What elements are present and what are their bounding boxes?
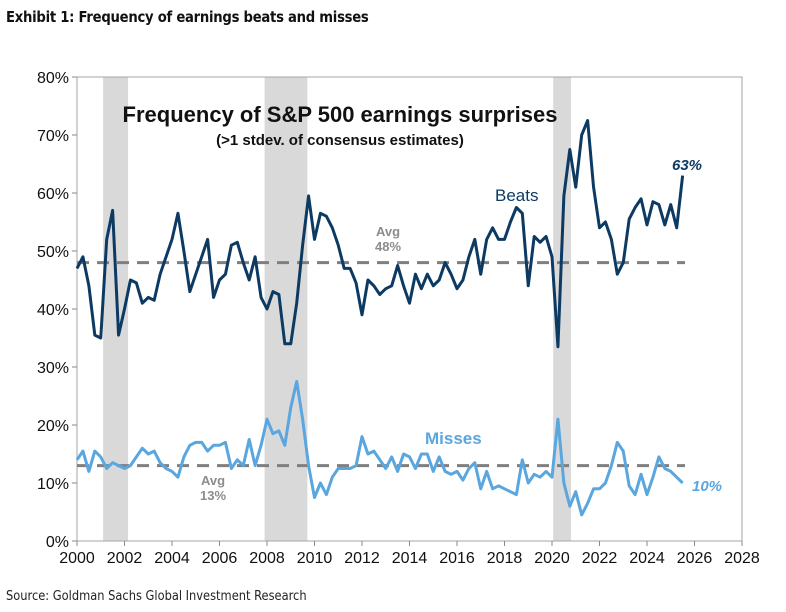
end-label-misses: 10% [692, 478, 722, 495]
x-tick-label: 2026 [677, 550, 713, 567]
x-tick-label: 2004 [154, 550, 190, 567]
y-tick-label: 40% [37, 302, 69, 319]
y-tick-label: 60% [37, 186, 69, 203]
x-tick-label: 2012 [344, 550, 380, 567]
y-tick-label: 10% [37, 476, 69, 493]
x-tick-label: 2002 [107, 550, 143, 567]
x-tick-label: 2010 [297, 550, 333, 567]
x-tick-label: 2014 [392, 550, 428, 567]
avg-label-misses: Avg [201, 473, 225, 488]
x-tick-label: 2018 [487, 550, 523, 567]
avg-value-misses: 13% [200, 488, 226, 503]
chart-subtitle: (>1 stdev. of consensus estimates) [216, 132, 464, 149]
x-tick-label: 2028 [724, 550, 760, 567]
x-tick-label: 2008 [249, 550, 285, 567]
x-tick-label: 2020 [534, 550, 570, 567]
x-tick-label: 2024 [629, 550, 665, 567]
y-tick-label: 70% [37, 128, 69, 145]
source-note: Source: Goldman Sachs Global Investment … [6, 589, 307, 604]
x-tick-label: 2006 [202, 550, 238, 567]
avg-value-beats: 48% [375, 239, 401, 254]
y-tick-label: 20% [37, 418, 69, 435]
recession-band [264, 77, 308, 541]
x-tick-label: 2016 [439, 550, 475, 567]
end-label-beats: 63% [672, 157, 702, 174]
x-tick-label: 2000 [59, 550, 95, 567]
series-line-misses [75, 380, 684, 517]
y-tick-label: 50% [37, 244, 69, 261]
x-tick-label: 2022 [582, 550, 618, 567]
series-label-misses: Misses [425, 429, 482, 448]
exhibit-title: Exhibit 1: Frequency of earnings beats a… [6, 8, 369, 26]
avg-label-beats: Avg [376, 224, 400, 239]
y-tick-label: 80% [37, 70, 69, 87]
series-label-beats: Beats [495, 186, 538, 205]
y-tick-label: 0% [46, 534, 69, 551]
chart-title: Frequency of S&P 500 earnings surprises [123, 102, 558, 127]
y-tick-label: 30% [37, 360, 69, 377]
